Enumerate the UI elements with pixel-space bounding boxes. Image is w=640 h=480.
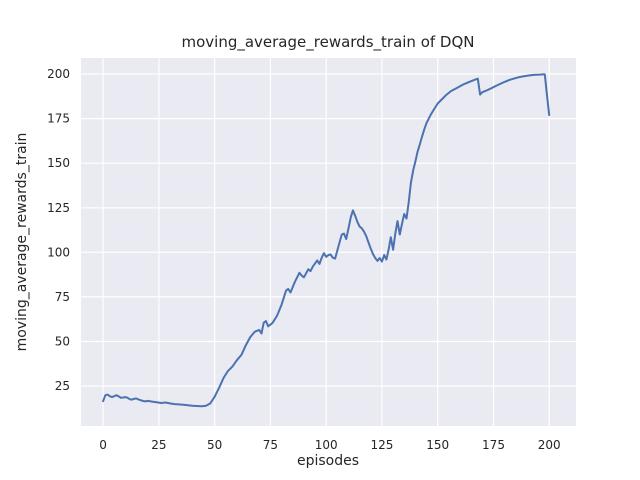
y-tick-label: 75 [55,290,70,304]
y-tick-label: 100 [47,245,70,259]
y-tick-label: 25 [55,379,70,393]
x-axis-label: episodes [297,453,359,469]
x-tick-label: 75 [263,438,278,452]
chart-title: moving_average_rewards_train of DQN [181,33,474,52]
x-tick-label: 25 [151,438,166,452]
x-tick-label: 125 [370,438,393,452]
x-tick-label: 100 [315,438,338,452]
tick-labels: 0 25 50 75 100 125 150 175 200 25 50 75 100 125 150 175… [47,67,561,452]
x-tick-label: 50 [207,438,222,452]
x-tick-label: 0 [99,438,107,452]
data-line [102,73,551,408]
y-tick-label: 50 [55,335,70,349]
x-tick-label: 150 [426,438,449,452]
plot-background [81,58,576,426]
y-axis-label: moving_average_rewards_train [14,133,30,352]
y-tick-label: 175 [47,112,70,126]
y-tick-label: 125 [47,201,70,215]
y-tick-label: 150 [47,156,70,170]
y-tick-label: 200 [47,67,70,81]
x-tick-label: 200 [538,438,561,452]
x-tick-label: 175 [482,438,505,452]
gridlines [81,58,576,426]
